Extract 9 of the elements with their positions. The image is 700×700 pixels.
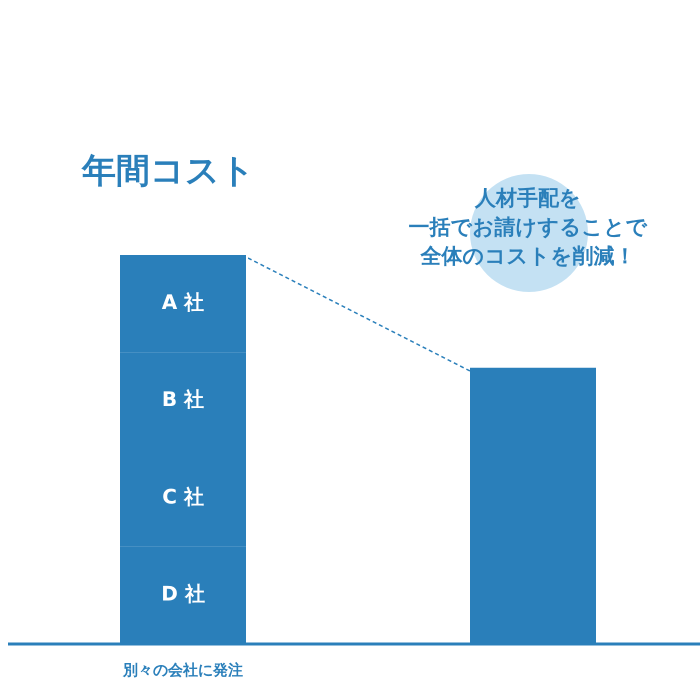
chart-title: 年間コスト xyxy=(82,150,255,193)
x-tick-label: 別々の会社に発注 xyxy=(122,660,243,679)
text: 人材手配を xyxy=(474,185,582,212)
series-label: D 社 xyxy=(161,582,205,606)
series-label: C 社 xyxy=(162,484,204,508)
series-label: A 社 xyxy=(162,290,204,314)
series-label: B 社 xyxy=(162,387,204,412)
text: 一括でお請けすることで xyxy=(408,214,648,241)
annotation: 全体のコストを削減！ xyxy=(419,243,636,270)
